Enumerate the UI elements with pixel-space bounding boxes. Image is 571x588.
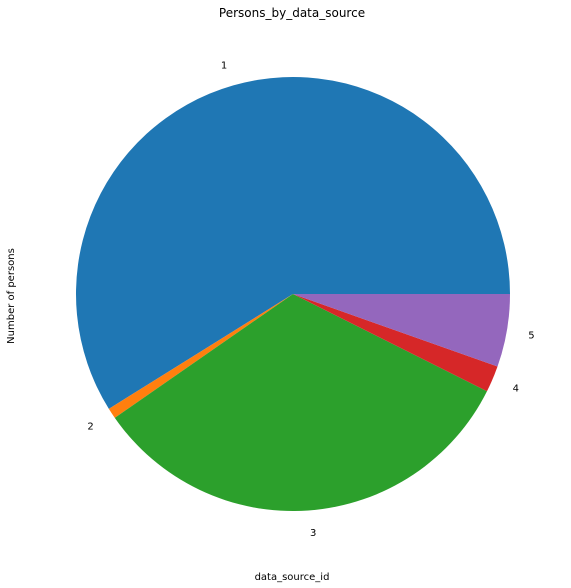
pie-slice-1: [75, 76, 510, 409]
pie-slice-labels: 1 2 3 4 5: [87, 61, 534, 540]
pie-slice-5: [293, 294, 510, 367]
slice-label-4: 4: [513, 384, 519, 395]
slice-label-1: 1: [221, 61, 227, 72]
chart-title: Persons_by_data_source: [219, 6, 365, 20]
slice-label-5: 5: [528, 331, 534, 342]
x-axis-label: data_source_id: [255, 572, 330, 583]
slice-label-2: 2: [87, 421, 93, 432]
pie-slice-4: [293, 294, 498, 392]
pie-slice-2: [108, 294, 293, 418]
pie-slices: [75, 76, 510, 512]
slice-label-3: 3: [310, 528, 316, 539]
y-axis-label: Number of persons: [6, 248, 17, 344]
pie-slice-3: [114, 294, 487, 512]
